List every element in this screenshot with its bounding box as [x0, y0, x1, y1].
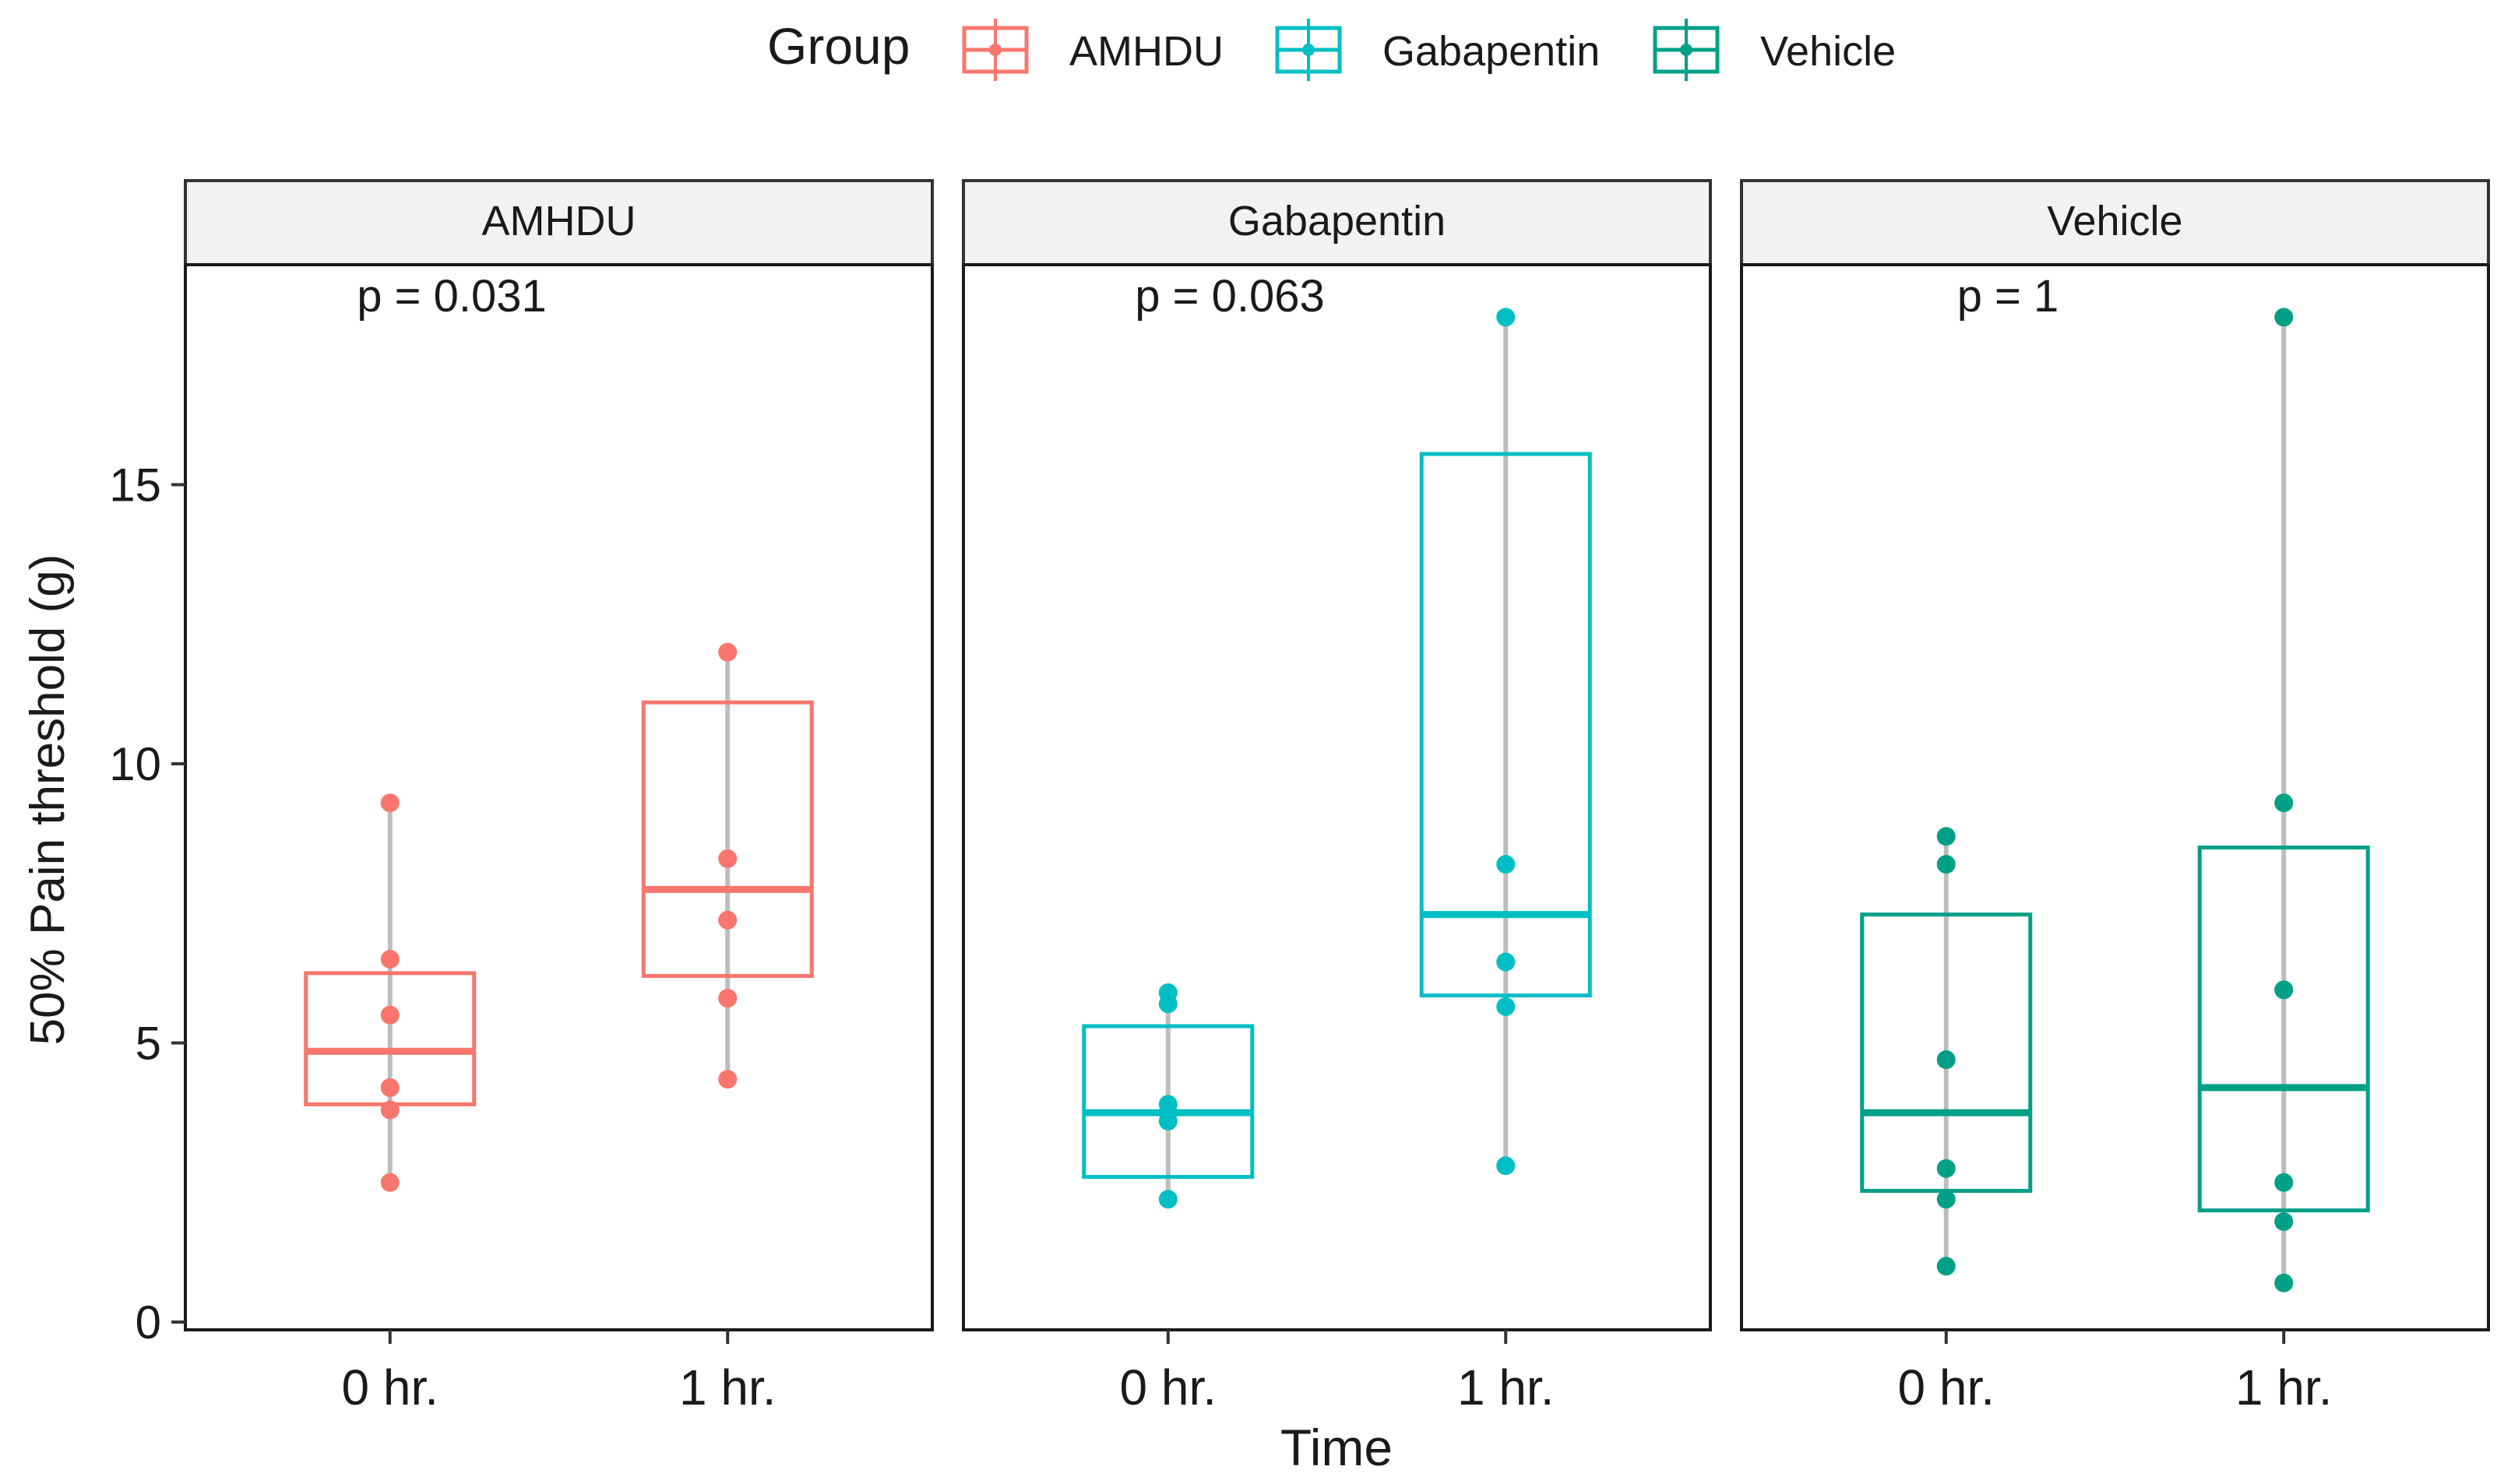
- data-point: [1158, 1095, 1178, 1114]
- legend-key-point: [1302, 44, 1315, 56]
- data-point: [1936, 1190, 1956, 1209]
- data-point: [1496, 997, 1516, 1016]
- data-point: [2274, 1211, 2294, 1231]
- data-point: [1936, 1257, 1956, 1276]
- facet-title: Gabapentin: [1228, 198, 1446, 244]
- legend-item-gabapentin: Gabapentin: [1275, 19, 1600, 81]
- facet-strip: [1740, 179, 2490, 266]
- facet-panels: AMHDU p = 0.031 0 hr. 1 hr. Gabapentin p = 0.…: [184, 179, 2490, 1415]
- facet-strip: [184, 179, 934, 266]
- box-0hr: 0 hr.: [304, 793, 477, 1415]
- legend: Group AMHDU Gabapentin Vehicle: [767, 17, 1896, 81]
- legend-title: Group: [767, 17, 910, 75]
- data-point: [1496, 952, 1516, 972]
- data-point: [380, 949, 400, 969]
- facet-title: Vehicle: [2047, 198, 2182, 244]
- facet-strip: [962, 179, 1712, 266]
- data-point: [718, 642, 738, 662]
- data-point: [2274, 793, 2294, 813]
- legend-label: Vehicle: [1760, 28, 1896, 75]
- x-tick-label: 1 hr.: [679, 1359, 777, 1415]
- x-axis-title: Time: [1280, 1419, 1393, 1476]
- plot-area: [1740, 263, 2490, 1331]
- data-point: [1936, 1050, 1956, 1070]
- x-tick-label: 1 hr.: [2235, 1359, 2333, 1415]
- box-iqr: [2197, 846, 2370, 1213]
- box-1hr: 1 hr.: [1419, 308, 1592, 1415]
- y-tick-label: 5: [136, 1018, 161, 1070]
- data-point: [380, 1078, 400, 1097]
- data-point: [1936, 1159, 1956, 1178]
- box-0hr: 0 hr.: [1082, 983, 1255, 1415]
- legend-key-point: [1680, 44, 1692, 56]
- p-value-label: p = 0.031: [357, 271, 547, 322]
- plot-area: [962, 263, 1712, 1331]
- box-iqr: [1082, 1024, 1255, 1180]
- legend-label: Gabapentin: [1382, 28, 1600, 75]
- data-point: [1496, 1156, 1516, 1176]
- box-iqr: [641, 700, 814, 978]
- data-point: [2274, 1173, 2294, 1192]
- data-point: [380, 1173, 400, 1192]
- data-point: [2274, 1273, 2294, 1292]
- legend-items: AMHDU Gabapentin Vehicle: [962, 19, 1896, 81]
- y-axis-title: 50% Pain threshold (g): [21, 554, 75, 1046]
- data-point: [718, 989, 738, 1008]
- legend-key-point: [989, 44, 1002, 56]
- legend-item-amhdu: AMHDU: [962, 19, 1224, 81]
- data-point: [1158, 983, 1178, 1002]
- y-axis: 50% Pain threshold (g) 0 5 10 15: [21, 459, 185, 1349]
- data-point: [1496, 855, 1516, 874]
- data-point: [1496, 308, 1516, 327]
- y-tick-label: 15: [109, 459, 161, 512]
- x-tick-label: 0 hr.: [342, 1359, 439, 1415]
- x-tick-label: 0 hr.: [1898, 1359, 1995, 1415]
- y-tick-label: 10: [109, 738, 161, 790]
- data-point: [718, 849, 738, 868]
- data-point: [2274, 980, 2294, 1000]
- data-point: [380, 1100, 400, 1120]
- box-1hr: 1 hr.: [641, 642, 814, 1415]
- data-point: [1158, 1190, 1178, 1209]
- p-value-label: p = 1: [1957, 271, 2059, 322]
- box-0hr: 0 hr.: [1860, 827, 2033, 1415]
- p-value-label: p = 0.063: [1135, 271, 1325, 322]
- x-tick-label: 0 hr.: [1120, 1359, 1217, 1415]
- legend-label: AMHDU: [1069, 28, 1224, 75]
- data-point: [718, 910, 738, 930]
- data-point: [1936, 855, 1956, 874]
- data-point: [2274, 308, 2294, 327]
- data-point: [1936, 827, 1956, 846]
- box-iqr: [1419, 452, 1592, 998]
- legend-item-vehicle: Vehicle: [1653, 19, 1896, 81]
- panel-vehicle: Vehicle p = 1 0 hr. 1 hr.: [1740, 179, 2490, 1415]
- panel-gabapentin: Gabapentin p = 0.063 0 hr. 1 hr.: [962, 179, 1712, 1415]
- data-point: [380, 793, 400, 813]
- y-ticks: 0 5 10 15: [109, 459, 185, 1349]
- y-tick-label: 0: [136, 1296, 161, 1349]
- box-1hr: 1 hr.: [2197, 308, 2370, 1415]
- data-point: [718, 1070, 738, 1089]
- data-point: [380, 1005, 400, 1025]
- x-tick-label: 1 hr.: [1457, 1359, 1555, 1415]
- facet-title: AMHDU: [482, 198, 636, 244]
- plot-area: [184, 263, 934, 1331]
- panel-amhdu: AMHDU p = 0.031 0 hr. 1 hr.: [184, 179, 934, 1415]
